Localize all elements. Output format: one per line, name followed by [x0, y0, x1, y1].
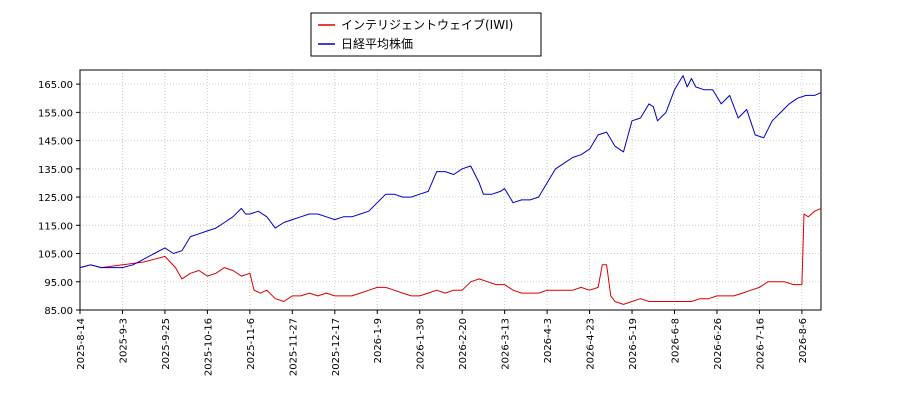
x-tick-label: 2025-9-3 [118, 318, 129, 363]
grid-lines [79, 70, 821, 311]
x-tick-label: 2025-12-17 [331, 318, 342, 376]
y-tick-label: 115.00 [38, 221, 73, 232]
plot-frame [79, 69, 822, 311]
series-line-nikkei [79, 75, 822, 269]
x-tick-label: 2026-3-13 [501, 318, 512, 370]
y-tick-label: 145.00 [38, 137, 73, 148]
x-tick-label: 2025-9-25 [161, 318, 172, 370]
y-tick-label: 105.00 [38, 250, 73, 261]
series-line-iwi [79, 207, 822, 305]
y-tick-label: 85.00 [44, 306, 73, 317]
x-tick-label: 2025-11-27 [288, 318, 299, 376]
y-tick-label: 95.00 [44, 278, 73, 289]
series-lines [79, 75, 822, 305]
x-tick-label: 2026-6-8 [670, 318, 681, 363]
x-tick-label: 2025-10-16 [203, 318, 214, 376]
legend-label-nikkei: 日経平均株価 [341, 36, 413, 51]
x-tick-label: 2026-5-19 [628, 318, 639, 370]
x-tick-label: 2026-4-23 [586, 318, 597, 370]
x-tick-label: 2026-4-3 [543, 318, 554, 363]
x-tick-label: 2025-8-14 [76, 318, 87, 370]
y-tick-label: 155.00 [38, 108, 73, 119]
y-tick-label: 135.00 [38, 165, 73, 176]
legend-label-iwi: インテリジェントウェイブ(IWI) [341, 17, 513, 32]
legend: インテリジェントウェイブ(IWI) 日経平均株価 [310, 12, 542, 57]
x-tick-label: 2026-1-30 [416, 318, 427, 370]
y-tick-label: 125.00 [38, 193, 73, 204]
y-tick-label: 165.00 [38, 80, 73, 91]
x-tick-label: 2026-8-6 [798, 318, 809, 363]
x-tick-label: 2025-11-6 [246, 318, 257, 370]
x-tick-label: 2026-6-26 [713, 318, 724, 370]
legend-box [310, 12, 542, 57]
x-axis: 2025-8-14 2025-9-3 2025-9-25 2025-10-16 2025… [76, 310, 809, 376]
x-tick-label: 2026-7-16 [755, 318, 766, 370]
y-axis: 85.00 95.00 105.00 115.00 125.00 135.00 145.00… [38, 80, 80, 317]
x-tick-label: 2026-2-20 [458, 318, 469, 370]
x-tick-label: 2026-1-9 [373, 318, 384, 363]
